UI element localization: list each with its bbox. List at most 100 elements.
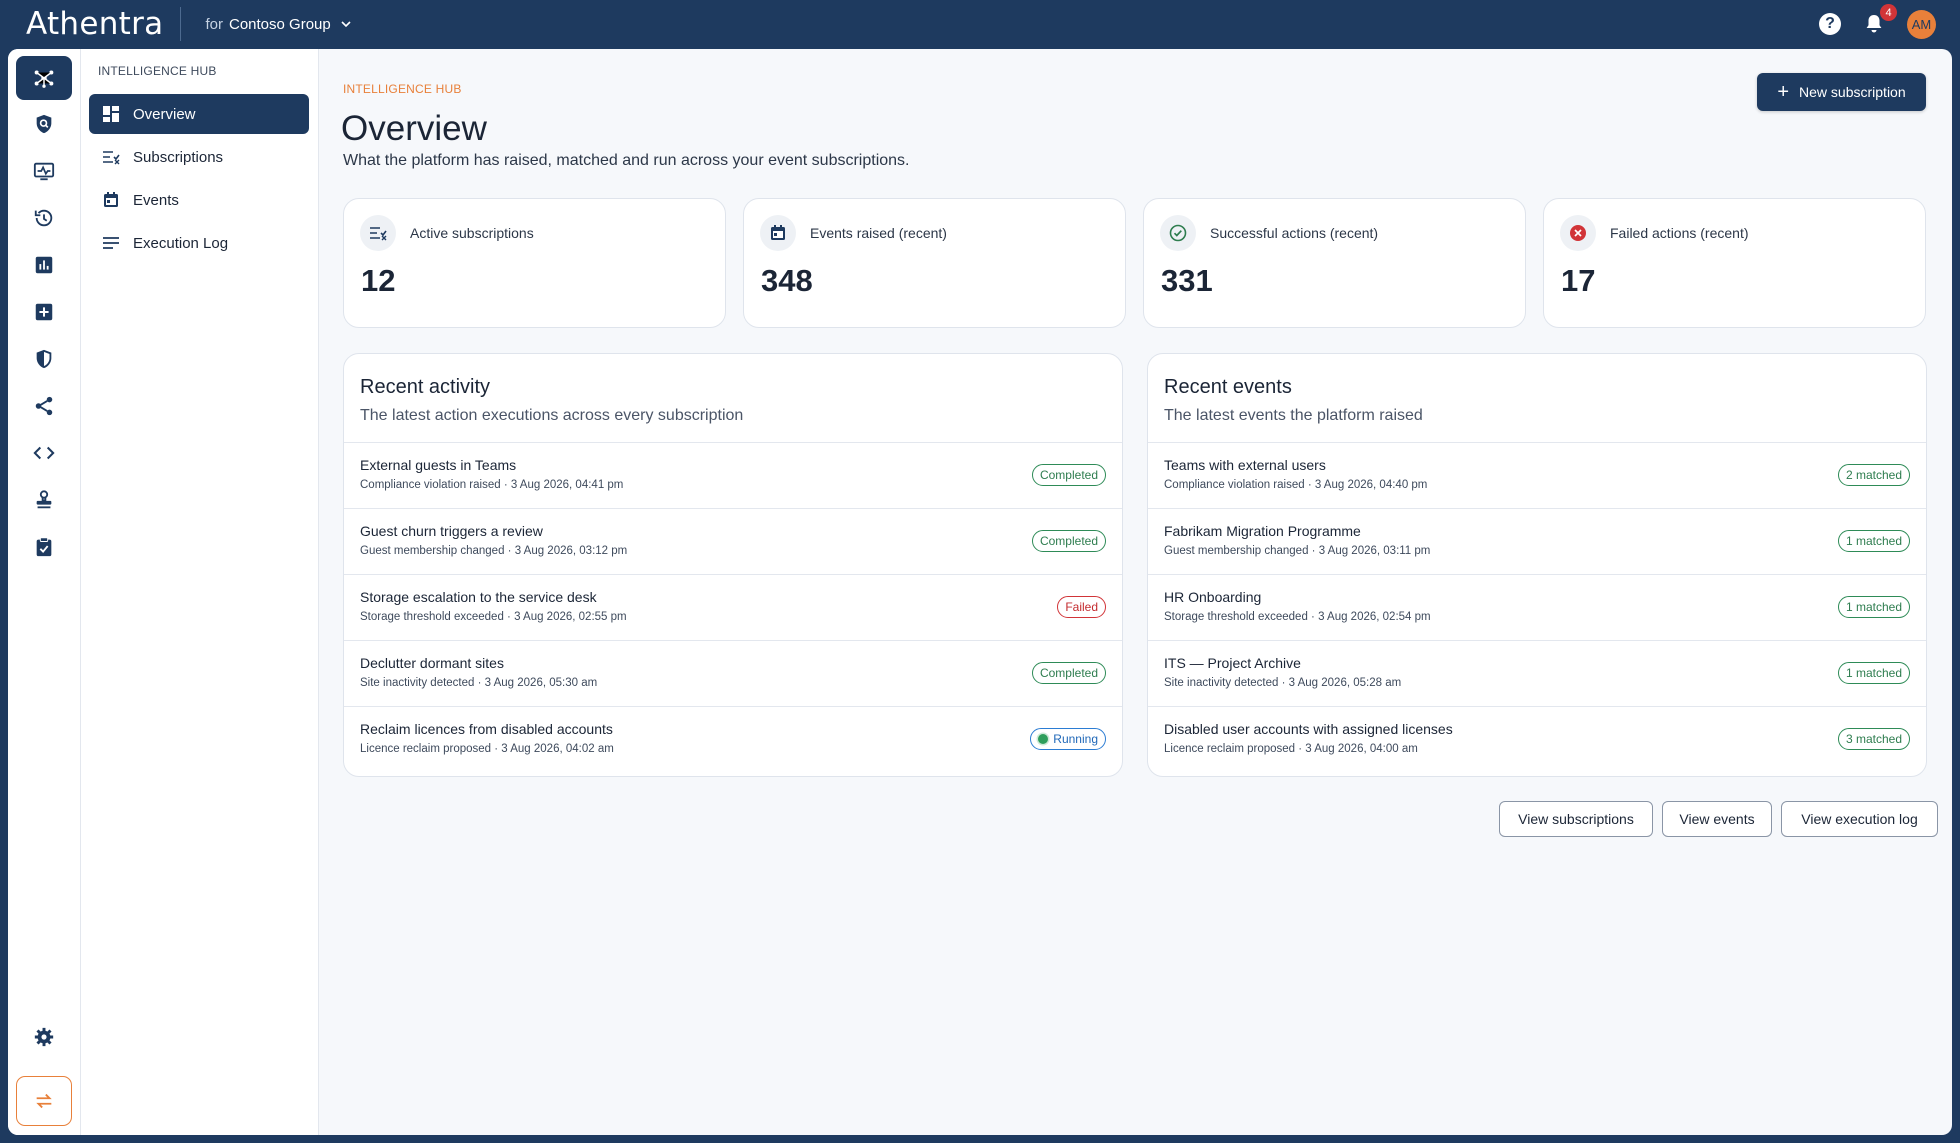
swap-icon[interactable] (16, 1076, 72, 1126)
page-subtitle: What the platform has raised, matched an… (343, 152, 910, 169)
bar-chart-icon[interactable] (16, 243, 72, 287)
event-title: Fabrikam Migration Programme (1164, 523, 1361, 539)
subnav-section-title: INTELLIGENCE HUB (98, 64, 217, 78)
secondary-nav: INTELLIGENCE HUB Overview Subscriptions … (81, 49, 319, 1135)
stat-label: Events raised (recent) (810, 225, 947, 241)
matched-badge: 1 matched (1837, 596, 1910, 618)
activity-title: Declutter dormant sites (360, 655, 504, 671)
view-execution-log-button[interactable]: View execution log (1781, 801, 1938, 837)
nav-item-events[interactable]: Events (89, 180, 309, 220)
subscriptions-icon (103, 151, 120, 165)
check-circle-icon (1160, 215, 1196, 251)
activity-row[interactable]: Declutter dormant sites Site inactivity … (344, 640, 1122, 706)
app-shell: INTELLIGENCE HUB Overview Subscriptions … (8, 49, 1952, 1135)
recent-activity-panel: Recent activity The latest action execut… (343, 353, 1123, 777)
nav-item-label: Overview (133, 105, 196, 123)
view-subscriptions-button[interactable]: View subscriptions (1499, 801, 1653, 837)
activity-meta: Storage threshold exceeded · 3 Aug 2026,… (360, 611, 627, 623)
history-icon[interactable] (16, 196, 72, 240)
activity-row[interactable]: Reclaim licences from disabled accounts … (344, 706, 1122, 772)
event-meta: Licence reclaim proposed · 3 Aug 2026, 0… (1164, 743, 1418, 755)
activity-row[interactable]: Guest churn triggers a review Guest memb… (344, 508, 1122, 574)
main-content: INTELLIGENCE HUB Overview What the platf… (319, 49, 1952, 1135)
icon-rail (8, 49, 81, 1135)
event-meta: Storage threshold exceeded · 3 Aug 2026,… (1164, 611, 1431, 623)
event-title: Teams with external users (1164, 457, 1326, 473)
event-row[interactable]: Fabrikam Migration Programme Guest membe… (1148, 508, 1926, 574)
event-title: HR Onboarding (1164, 589, 1262, 605)
bell-icon (1866, 15, 1882, 33)
calendar-icon (104, 192, 118, 207)
event-row[interactable]: Disabled user accounts with assigned lic… (1148, 706, 1926, 772)
event-meta: Guest membership changed · 3 Aug 2026, 0… (1164, 545, 1431, 557)
status-badge: Completed (1031, 530, 1106, 552)
stats-row: Active subscriptions 12 Events raised (r… (343, 198, 1927, 328)
new-subscription-label: New subscription (1799, 84, 1906, 100)
nav-item-subscriptions[interactable]: Subscriptions (89, 137, 309, 177)
event-row[interactable]: Teams with external users Compliance vio… (1148, 442, 1926, 508)
calendar-icon (760, 215, 796, 251)
activity-meta: Licence reclaim proposed · 3 Aug 2026, 0… (360, 743, 614, 755)
activity-meta: Compliance violation raised · 3 Aug 2026… (360, 479, 624, 491)
avatar[interactable]: AM (1907, 9, 1936, 39)
org-prefix: for (205, 15, 223, 33)
panel-title: Recent events (1164, 376, 1292, 398)
top-bar: Athentra for Contoso Group ? 4 AM (0, 0, 1960, 48)
event-row[interactable]: HR Onboarding Storage threshold exceeded… (1148, 574, 1926, 640)
view-events-button[interactable]: View events (1662, 801, 1772, 837)
dashboard-icon (103, 106, 119, 122)
nav-item-label: Subscriptions (133, 148, 224, 166)
help-icon[interactable]: ? (1819, 13, 1841, 35)
status-text: Running (1053, 732, 1098, 746)
status-badge-running: Running (1030, 728, 1106, 750)
org-switcher[interactable]: for Contoso Group (205, 16, 352, 33)
stat-label: Failed actions (recent) (1610, 225, 1749, 241)
clipboard-check-icon[interactable] (16, 525, 72, 569)
shield-icon[interactable] (16, 337, 72, 381)
stat-value: 17 (1561, 263, 1596, 298)
error-circle-icon (1560, 215, 1596, 251)
gear-icon[interactable] (16, 1015, 72, 1059)
brand-divider (180, 7, 182, 41)
stat-card-active-subscriptions[interactable]: Active subscriptions 12 (343, 198, 726, 328)
stat-card-successful-actions[interactable]: Successful actions (recent) 331 (1143, 198, 1526, 328)
activity-title: Storage escalation to the service desk (360, 589, 597, 605)
org-name: Contoso Group (229, 15, 331, 33)
page-title: Overview (341, 109, 487, 148)
add-box-icon[interactable] (16, 290, 72, 334)
stat-card-events-raised[interactable]: Events raised (recent) 348 (743, 198, 1126, 328)
stat-value: 331 (1161, 263, 1213, 298)
status-badge: Failed (1057, 596, 1106, 618)
new-subscription-button[interactable]: + New subscription (1757, 73, 1926, 111)
status-badge: Completed (1031, 662, 1106, 684)
activity-row[interactable]: External guests in Teams Compliance viol… (344, 442, 1122, 508)
activity-row[interactable]: Storage escalation to the service desk S… (344, 574, 1122, 640)
notifications-button[interactable]: 4 (1863, 4, 1897, 35)
event-row[interactable]: ITS — Project Archive Site inactivity de… (1148, 640, 1926, 706)
stat-card-failed-actions[interactable]: Failed actions (recent) 17 (1543, 198, 1926, 328)
event-title: ITS — Project Archive (1164, 655, 1301, 671)
recent-events-panel: Recent events The latest events the plat… (1147, 353, 1927, 777)
panel-subtitle: The latest events the platform raised (1164, 407, 1423, 424)
shield-search-icon[interactable] (16, 102, 72, 146)
activity-title: Guest churn triggers a review (360, 523, 543, 539)
hub-icon[interactable] (16, 56, 72, 100)
code-icon[interactable] (16, 431, 72, 475)
monitor-icon[interactable] (16, 149, 72, 193)
activity-meta: Guest membership changed · 3 Aug 2026, 0… (360, 545, 628, 557)
panel-subtitle: The latest action executions across ever… (360, 407, 744, 424)
share-icon[interactable] (16, 384, 72, 428)
plus-icon: + (1777, 81, 1790, 103)
stat-label: Successful actions (recent) (1210, 225, 1379, 241)
nav-item-label: Execution Log (133, 234, 229, 252)
matched-badge: 3 matched (1837, 728, 1910, 750)
notification-badge: 4 (1880, 4, 1897, 21)
brand-logo[interactable]: Athentra (26, 6, 164, 42)
nav-item-overview[interactable]: Overview (89, 94, 309, 134)
stat-value: 12 (361, 263, 396, 298)
log-icon (103, 237, 119, 249)
stamp-icon[interactable] (16, 478, 72, 522)
stat-label: Active subscriptions (410, 225, 534, 241)
nav-item-execution-log[interactable]: Execution Log (89, 223, 309, 263)
running-dot-icon (1038, 734, 1049, 744)
